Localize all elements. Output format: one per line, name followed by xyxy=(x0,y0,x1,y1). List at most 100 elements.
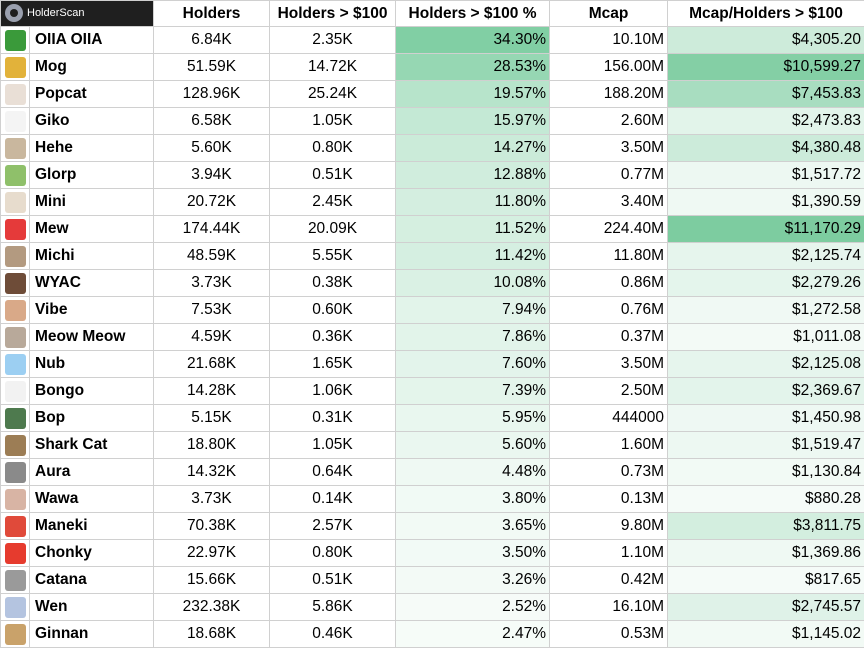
popcat-icon xyxy=(5,84,26,105)
mcap-value: 3.40M xyxy=(550,189,668,216)
column-header-holders[interactable]: Holders xyxy=(154,1,270,27)
column-header-mcap-per-holder[interactable]: Mcap/Holders > $100 xyxy=(668,1,864,27)
holders-value: 174.44K xyxy=(154,216,270,243)
token-icon-cell xyxy=(1,459,30,486)
token-name: Aura xyxy=(30,459,154,486)
token-name: Mew xyxy=(30,216,154,243)
holders-value: 4.59K xyxy=(154,324,270,351)
holders-100-value: 2.35K xyxy=(270,27,396,54)
holderscan-logo[interactable]: HolderScan xyxy=(1,1,154,27)
mcap-per-holder-value: $3,811.75 xyxy=(668,513,864,540)
holders-100-pct-value: 2.47% xyxy=(396,621,550,648)
holders-value: 48.59K xyxy=(154,243,270,270)
token-icon-cell xyxy=(1,324,30,351)
column-header-mcap[interactable]: Mcap xyxy=(550,1,668,27)
column-header-holders-100-pct[interactable]: Holders > $100 % xyxy=(396,1,550,27)
mcap-per-holder-value: $1,011.08 xyxy=(668,324,864,351)
holders-value: 6.84K xyxy=(154,27,270,54)
ginnan-dog-icon xyxy=(5,624,26,645)
mcap-value: 0.86M xyxy=(550,270,668,297)
holders-value: 20.72K xyxy=(154,189,270,216)
holders-100-pct-value: 28.53% xyxy=(396,54,550,81)
holders-100-pct-value: 34.30% xyxy=(396,27,550,54)
holders-100-pct-value: 19.57% xyxy=(396,81,550,108)
mcap-per-holder-value: $2,279.26 xyxy=(668,270,864,297)
holders-value: 232.38K xyxy=(154,594,270,621)
mcap-per-holder-value: $1,519.47 xyxy=(668,432,864,459)
token-name: Popcat xyxy=(30,81,154,108)
holders-100-value: 1.05K xyxy=(270,432,396,459)
holders-value: 3.73K xyxy=(154,270,270,297)
token-icon-cell xyxy=(1,81,30,108)
holders-value: 14.32K xyxy=(154,459,270,486)
token-icon-cell xyxy=(1,513,30,540)
holders-100-pct-value: 11.52% xyxy=(396,216,550,243)
holders-value: 3.73K xyxy=(154,486,270,513)
mcap-value: 0.77M xyxy=(550,162,668,189)
holders-100-value: 0.31K xyxy=(270,405,396,432)
holders-100-value: 2.57K xyxy=(270,513,396,540)
holders-100-pct-value: 5.95% xyxy=(396,405,550,432)
mcap-value: 2.60M xyxy=(550,108,668,135)
mcap-value: 0.73M xyxy=(550,459,668,486)
mcap-per-holder-value: $817.65 xyxy=(668,567,864,594)
token-name: Ginnan xyxy=(30,621,154,648)
holders-100-pct-value: 12.88% xyxy=(396,162,550,189)
mcap-per-holder-value: $880.28 xyxy=(668,486,864,513)
mcap-value: 156.00M xyxy=(550,54,668,81)
holders-100-value: 0.64K xyxy=(270,459,396,486)
holders-100-value: 1.65K xyxy=(270,351,396,378)
mcap-value: 224.40M xyxy=(550,216,668,243)
maneki-cat-icon xyxy=(5,516,26,537)
holders-value: 5.60K xyxy=(154,135,270,162)
nub-cat-icon xyxy=(5,354,26,375)
mcap-value: 1.10M xyxy=(550,540,668,567)
holders-100-value: 14.72K xyxy=(270,54,396,81)
token-icon-cell xyxy=(1,540,30,567)
holders-value: 14.28K xyxy=(154,378,270,405)
token-name: Catana xyxy=(30,567,154,594)
holders-100-value: 5.55K xyxy=(270,243,396,270)
mcap-per-holder-value: $2,473.83 xyxy=(668,108,864,135)
mcap-per-holder-value: $10,599.27 xyxy=(668,54,864,81)
token-icon-cell xyxy=(1,432,30,459)
token-icon-cell xyxy=(1,27,30,54)
holders-100-pct-value: 4.48% xyxy=(396,459,550,486)
mcap-per-holder-value: $1,272.58 xyxy=(668,297,864,324)
mcap-value: 10.10M xyxy=(550,27,668,54)
mcap-per-holder-value: $7,453.83 xyxy=(668,81,864,108)
holders-value: 15.66K xyxy=(154,567,270,594)
meow-meow-icon xyxy=(5,327,26,348)
hehe-cat-icon xyxy=(5,138,26,159)
token-name: Glorp xyxy=(30,162,154,189)
column-header-holders-100[interactable]: Holders > $100 xyxy=(270,1,396,27)
holders-100-value: 0.38K xyxy=(270,270,396,297)
mcap-value: 9.80M xyxy=(550,513,668,540)
wawa-cat-icon xyxy=(5,489,26,510)
mew-cat-icon xyxy=(5,219,26,240)
